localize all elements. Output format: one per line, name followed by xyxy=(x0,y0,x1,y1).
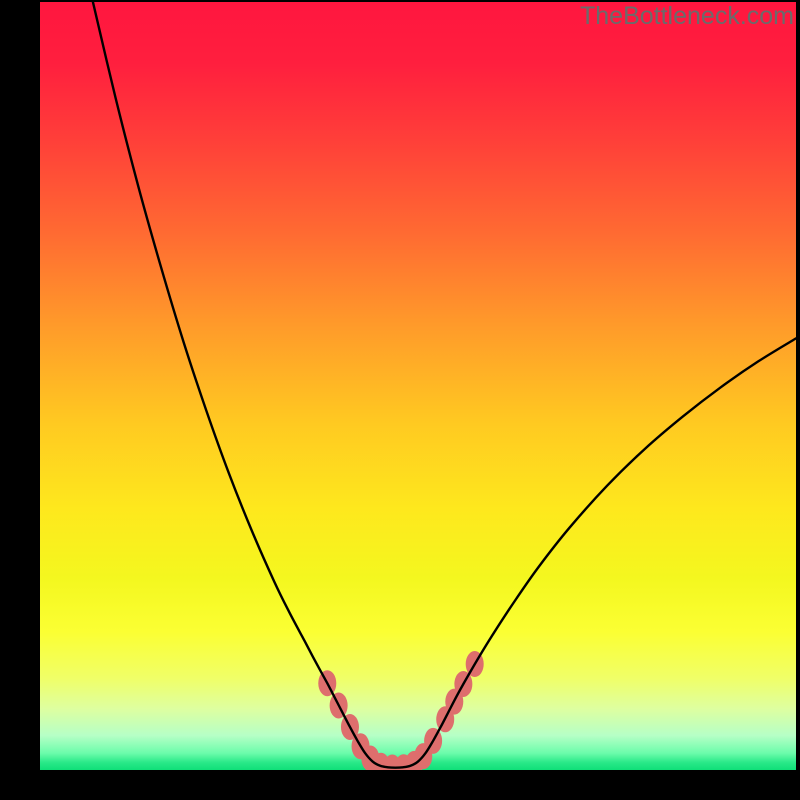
frame-border xyxy=(796,0,800,800)
plot-area xyxy=(40,2,796,770)
chart-svg xyxy=(40,2,796,770)
bottleneck-curve xyxy=(93,2,796,768)
frame-border xyxy=(0,770,800,800)
frame-border xyxy=(0,0,40,800)
watermark: TheBottleneck.com xyxy=(580,2,794,31)
